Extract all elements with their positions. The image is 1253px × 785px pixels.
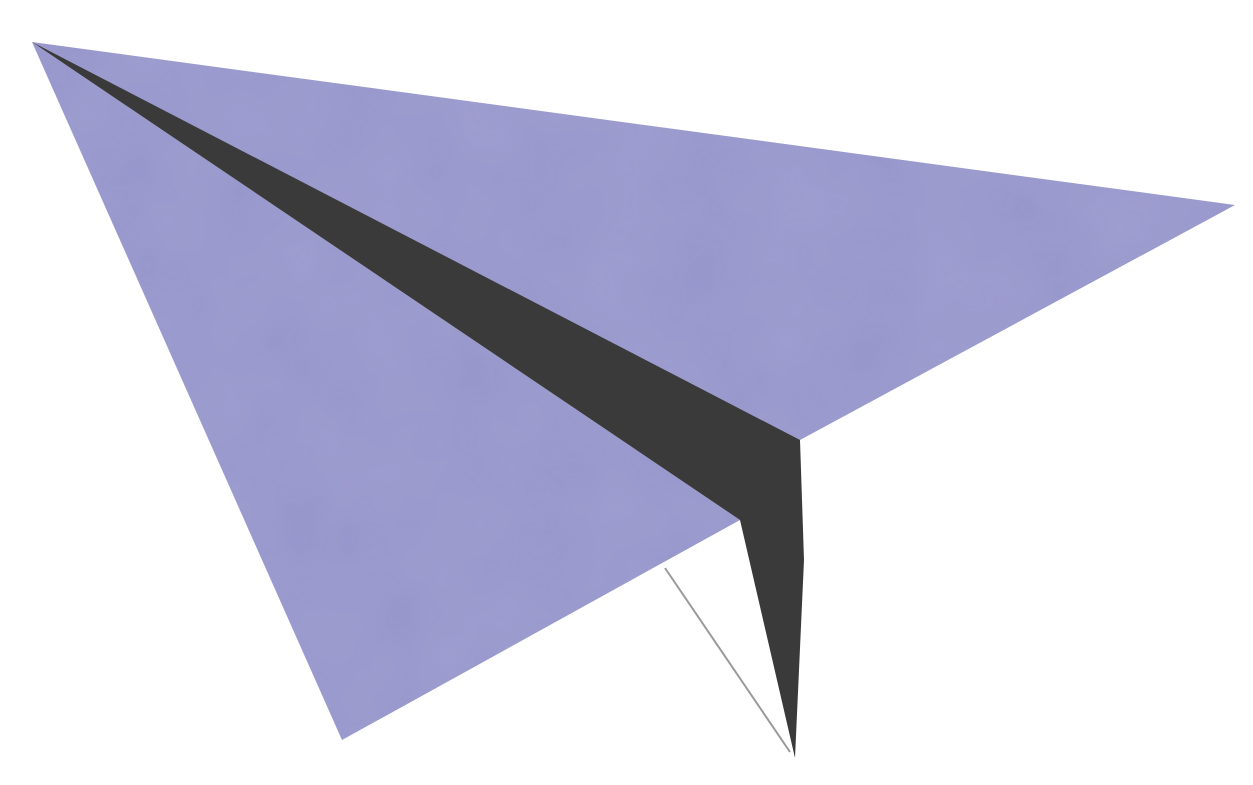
upper-wing [32, 42, 1235, 440]
keel-line [664, 567, 791, 753]
center-fold [32, 42, 804, 758]
lower-wing [32, 42, 740, 740]
